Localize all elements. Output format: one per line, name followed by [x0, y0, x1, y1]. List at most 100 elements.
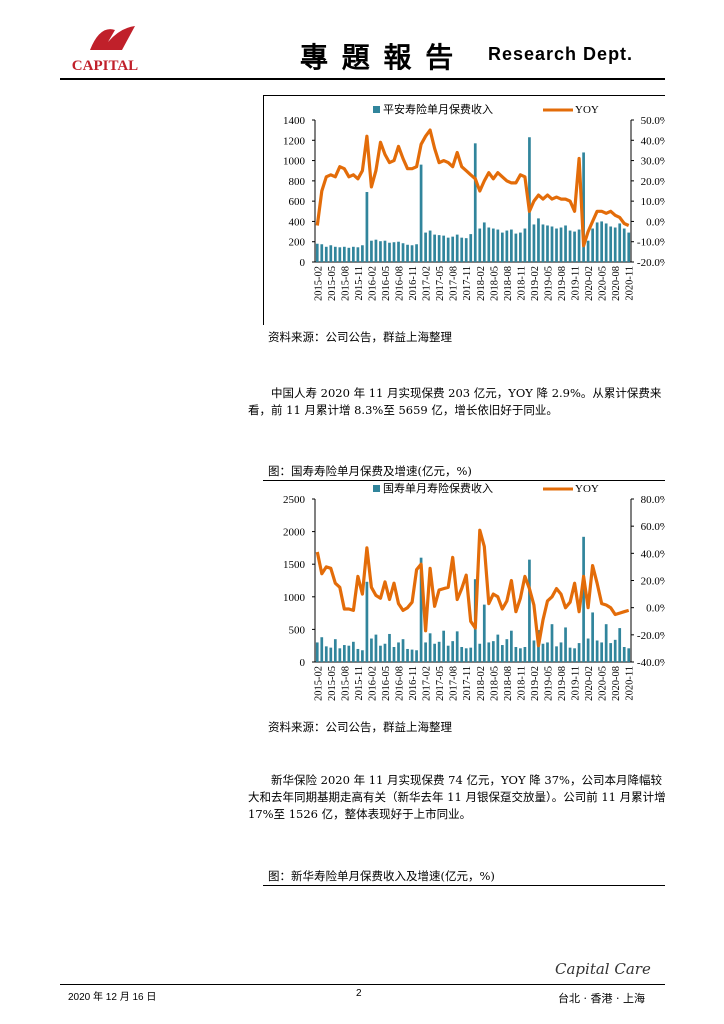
- bar: [374, 239, 378, 262]
- bar: [388, 242, 391, 262]
- bar: [388, 633, 391, 662]
- bar: [478, 228, 482, 262]
- bar: [415, 244, 418, 262]
- header-dept: Research Dept.: [488, 44, 634, 64]
- bar: [406, 244, 409, 262]
- logo-mark: [90, 26, 135, 50]
- bar: [528, 559, 531, 662]
- bar: [428, 230, 432, 262]
- bar: [568, 230, 572, 262]
- y-tick-label: 400: [289, 216, 306, 228]
- bar: [591, 612, 594, 662]
- bar: [568, 647, 572, 662]
- bar: [455, 631, 459, 662]
- bar: [410, 245, 414, 262]
- bar: [333, 246, 337, 262]
- paragraph: 中国人寿 2020 年 11 月实现保费 203 亿元，YOY 降 2.9%。从…: [248, 386, 662, 417]
- x-tick-label: 2019-02: [530, 266, 541, 301]
- bar: [392, 647, 396, 662]
- bar: [496, 229, 500, 262]
- figure-rule: [263, 885, 665, 886]
- bar: [505, 230, 509, 262]
- bar: [361, 245, 364, 262]
- y-tick-label: 1400: [283, 115, 306, 127]
- bar: [500, 645, 504, 662]
- x-tick-label: 2020-05: [598, 666, 609, 701]
- chart: 0 500 1000 1500 2000 2500 -40.0% -20.0% 0.0% 20.0…: [283, 481, 665, 701]
- chart: 0 200 400 600 800 1000 1200 1400 -20.0% -10.0% 0.0…: [263, 95, 665, 325]
- bar: [329, 245, 333, 262]
- legend-label: YOY: [575, 483, 599, 495]
- bar: [573, 231, 576, 262]
- x-tick-label: 2016-08: [395, 266, 406, 301]
- x-tick-label: 2020-11: [625, 666, 636, 701]
- bar: [591, 228, 594, 262]
- bar: [419, 164, 423, 262]
- brand: Capital Care: [555, 960, 651, 978]
- bar: [491, 641, 495, 662]
- bar: [541, 224, 545, 262]
- y2-tick-label: 50.0%: [641, 115, 665, 127]
- bar: [347, 247, 351, 262]
- bar: [379, 645, 382, 662]
- bar: [379, 241, 382, 262]
- bar: [600, 221, 604, 262]
- footer-date: 2020 年 12 月 16 日: [68, 992, 157, 1003]
- bar: [356, 648, 360, 662]
- bar: [582, 536, 585, 662]
- x-tick-label: 2015-05: [327, 666, 338, 701]
- bar: [487, 227, 491, 262]
- x-tick-label: 2017-11: [462, 266, 473, 301]
- x-tick-label: 2015-02: [313, 666, 324, 701]
- bar: [500, 232, 504, 262]
- bar: [460, 237, 464, 262]
- y-tick-label: 800: [289, 176, 306, 188]
- x-tick-label: 2017-08: [449, 266, 460, 301]
- bar: [464, 238, 468, 262]
- bar: [451, 236, 455, 262]
- x-tick-label: 2016-02: [367, 266, 378, 301]
- bar: [487, 642, 491, 662]
- y2-tick-label: -20.0%: [637, 257, 665, 269]
- bar: [510, 229, 513, 262]
- bar: [397, 642, 400, 662]
- legend-swatch: [373, 106, 380, 113]
- bar: [324, 246, 328, 262]
- x-tick-label: 2015-11: [354, 666, 365, 701]
- figure-rule: [263, 480, 665, 481]
- x-tick-label: 2020-05: [598, 266, 609, 301]
- bar: [333, 639, 337, 662]
- x-tick-label: 2018-08: [503, 266, 514, 301]
- x-tick-label: 2018-02: [476, 666, 487, 701]
- x-tick-label: 2020-11: [625, 266, 636, 301]
- y2-tick-label: 30.0%: [641, 156, 665, 168]
- bar: [464, 648, 468, 662]
- bar: [397, 241, 400, 262]
- bar: [595, 222, 599, 262]
- x-tick-label: 2017-05: [435, 666, 446, 701]
- bar: [352, 641, 355, 662]
- source: 资料来源：公司公告，群益上海整理: [268, 720, 452, 734]
- bar: [537, 218, 540, 262]
- bar: [564, 627, 567, 662]
- x-tick-label: 2016-11: [408, 266, 419, 301]
- bar: [342, 645, 346, 662]
- x-tick-label: 2015-11: [354, 266, 365, 301]
- header-title: 專 題 報 告: [300, 41, 456, 74]
- y2-tick-label: 20.0%: [641, 576, 665, 588]
- bar: [514, 647, 518, 662]
- bar: [555, 228, 558, 262]
- bar: [505, 639, 509, 662]
- bar: [523, 647, 527, 662]
- bar: [618, 223, 622, 262]
- bar: [577, 229, 581, 262]
- bar: [415, 650, 418, 662]
- legend-label: 平安寿险单月保费收入: [383, 102, 493, 116]
- bar: [383, 643, 387, 662]
- x-tick-label: 2020-02: [584, 666, 595, 701]
- x-tick-label: 2018-11: [516, 266, 527, 301]
- bar: [550, 226, 554, 262]
- bar: [347, 645, 351, 662]
- y-tick-label: 600: [289, 196, 306, 208]
- footer-rule: [60, 984, 665, 985]
